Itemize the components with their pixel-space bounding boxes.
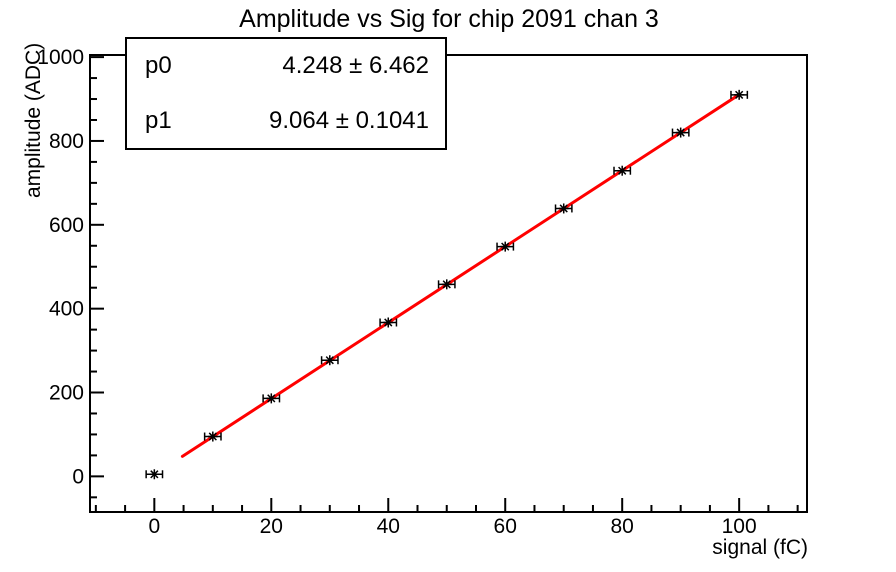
y-tick-label: 600 <box>49 214 84 237</box>
stats-row-p0: p0 4.248 ± 6.462 <box>127 52 445 80</box>
stats-value-p0: 4.248 ± 6.462 <box>282 52 429 80</box>
x-tick-label: 20 <box>260 515 283 538</box>
data-point <box>496 241 515 252</box>
stats-param-p0: p0 <box>145 52 172 80</box>
x-tick-label: 100 <box>722 515 757 538</box>
plot-frame <box>89 54 808 513</box>
marker-asterisk <box>384 318 393 327</box>
fit-line <box>180 93 741 458</box>
x-tick-label: 80 <box>611 515 634 538</box>
y-axis-title: amplitude (ADC) <box>22 42 45 198</box>
marker-asterisk <box>267 394 276 403</box>
y-tick-label: 0 <box>72 465 84 488</box>
stats-box: p0 4.248 ± 6.462 p1 9.064 ± 0.1041 <box>125 37 447 150</box>
y-tick-label: 200 <box>49 382 84 405</box>
x-tick-label: 0 <box>148 515 160 538</box>
stats-value-p1: 9.064 ± 0.1041 <box>269 106 429 134</box>
data-point <box>671 127 690 138</box>
marker-asterisk <box>442 280 451 289</box>
data-point <box>613 165 632 176</box>
y-tick-label: 400 <box>49 298 84 321</box>
data-point <box>730 89 749 100</box>
data-point <box>145 469 164 480</box>
x-axis-title: signal (fC) <box>712 536 808 559</box>
data-point <box>554 203 573 214</box>
x-tick-label: 60 <box>494 515 517 538</box>
marker-asterisk <box>676 128 685 137</box>
x-tick-label: 40 <box>377 515 400 538</box>
stats-row-p1: p1 9.064 ± 0.1041 <box>127 107 445 135</box>
y-tick-label: 800 <box>49 130 84 153</box>
chart-title: Amplitude vs Sig for chip 2091 chan 3 <box>239 5 659 33</box>
data-point <box>262 393 281 404</box>
data-point <box>203 431 222 442</box>
marker-asterisk <box>559 204 568 213</box>
marker-asterisk <box>618 166 627 175</box>
data-point <box>437 279 456 290</box>
stats-param-p1: p1 <box>145 106 172 134</box>
marker-asterisk <box>735 90 744 99</box>
y-tick-label: 1000 <box>37 46 84 69</box>
marker-asterisk <box>208 432 217 441</box>
marker-asterisk <box>501 242 510 251</box>
marker-asterisk <box>325 356 334 365</box>
marker-asterisk <box>150 470 159 479</box>
data-point <box>320 355 339 366</box>
data-point <box>379 317 398 328</box>
